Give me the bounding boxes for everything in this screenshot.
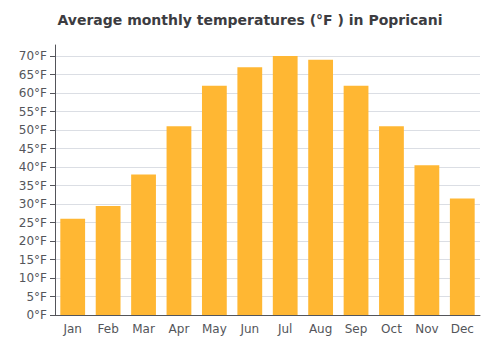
svg-text:60°F: 60°F [19,86,47,100]
svg-text:Apr: Apr [169,322,190,336]
svg-text:Aug: Aug [309,322,332,336]
svg-text:Oct: Oct [381,322,402,336]
svg-text:May: May [202,322,227,336]
svg-text:50°F: 50°F [19,123,47,137]
svg-text:70°F: 70°F [19,49,47,63]
svg-text:Jul: Jul [277,322,292,336]
svg-text:25°F: 25°F [19,216,47,230]
svg-text:Mar: Mar [132,322,155,336]
svg-text:30°F: 30°F [19,197,47,211]
svg-text:Jun: Jun [239,322,259,336]
svg-text:65°F: 65°F [19,68,47,82]
svg-text:35°F: 35°F [19,179,47,193]
svg-text:0°F: 0°F [26,308,47,322]
svg-text:15°F: 15°F [19,253,47,267]
svg-text:10°F: 10°F [19,271,47,285]
svg-text:Feb: Feb [98,322,119,336]
svg-text:45°F: 45°F [19,142,47,156]
svg-text:40°F: 40°F [19,160,47,174]
svg-text:55°F: 55°F [19,105,47,119]
svg-text:Average monthly temperatures (: Average monthly temperatures (°F ) in Po… [57,12,442,28]
svg-text:20°F: 20°F [19,234,47,248]
svg-text:Nov: Nov [415,322,438,336]
svg-text:Sep: Sep [345,322,368,336]
svg-text:5°F: 5°F [26,290,47,304]
svg-text:Jan: Jan [62,322,82,336]
svg-text:Dec: Dec [451,322,474,336]
